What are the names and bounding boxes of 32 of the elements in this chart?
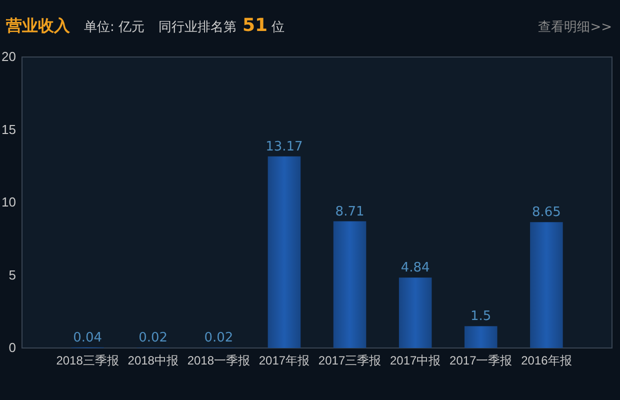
x-tick-label: 2017年报 bbox=[258, 354, 310, 368]
data-label: 0.04 bbox=[73, 330, 102, 346]
data-label: 0.02 bbox=[138, 330, 168, 346]
y-tick-label: 20 bbox=[2, 49, 16, 64]
bar bbox=[530, 222, 563, 348]
x-tick-label: 2018中报 bbox=[128, 354, 178, 368]
text: 同行业排名第 bbox=[158, 20, 237, 35]
y-tick-label: 0 bbox=[8, 340, 16, 356]
bar bbox=[268, 156, 301, 348]
data-label: 8.71 bbox=[335, 204, 364, 220]
x-tick-label: 2016年报 bbox=[521, 354, 572, 368]
y-tick-label: 10 bbox=[2, 194, 16, 210]
data-label: 8.65 bbox=[532, 205, 561, 220]
x-tick-label: 2017三季报 bbox=[318, 354, 382, 368]
chart-subtitle: 单位: 亿元 bbox=[84, 20, 145, 35]
x-tick-label: 2017一季报 bbox=[450, 354, 512, 368]
data-label: 0.02 bbox=[204, 330, 234, 346]
chart-title: 营业收入 bbox=[5, 16, 71, 35]
bar bbox=[333, 221, 366, 348]
data-label: 13.17 bbox=[266, 139, 303, 154]
text: 51 bbox=[242, 15, 268, 36]
x-tick-label: 2018一季报 bbox=[187, 354, 250, 368]
data-label: 4.84 bbox=[400, 260, 430, 276]
text: 位 bbox=[272, 20, 285, 35]
text: 查看明细>> bbox=[538, 20, 612, 35]
bar bbox=[464, 326, 498, 348]
x-tick-label: 2018三季报 bbox=[56, 354, 119, 368]
bar bbox=[398, 278, 432, 348]
y-tick-label: 5 bbox=[8, 267, 16, 282]
x-tick-label: 2017中报 bbox=[390, 354, 441, 368]
data-label: 1.5 bbox=[470, 309, 492, 324]
y-tick-label: 15 bbox=[2, 122, 16, 137]
